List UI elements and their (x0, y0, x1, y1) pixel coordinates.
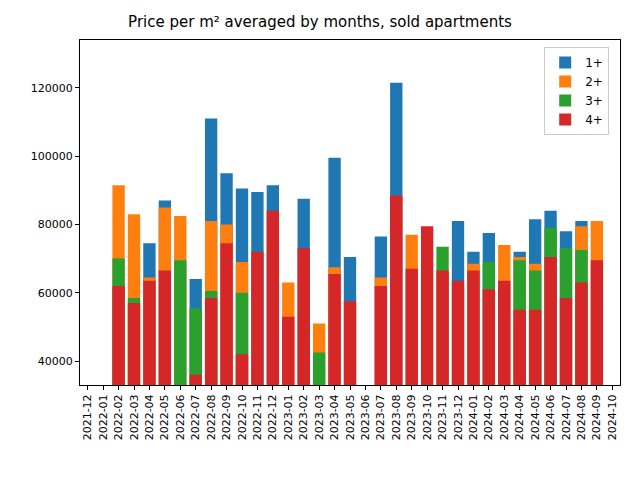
svg-text:40000: 40000 (38, 355, 73, 368)
svg-text:2024-01: 2024-01 (467, 394, 480, 440)
svg-text:Price per m² averaged by month: Price per m² averaged by months, sold ap… (128, 13, 512, 31)
svg-text:2023-04: 2023-04 (328, 394, 341, 440)
svg-text:2024-04: 2024-04 (513, 394, 526, 440)
svg-text:100000: 100000 (31, 150, 73, 163)
svg-text:2022-12: 2022-12 (266, 394, 279, 440)
svg-text:3+: 3+ (585, 94, 603, 108)
svg-text:2024-07: 2024-07 (560, 394, 573, 440)
svg-text:2022-01: 2022-01 (97, 394, 110, 440)
svg-text:2023-08: 2023-08 (390, 394, 403, 440)
svg-text:2022-04: 2022-04 (143, 394, 156, 440)
svg-text:80000: 80000 (38, 218, 73, 231)
svg-text:2024-02: 2024-02 (482, 394, 495, 440)
svg-text:2024-05: 2024-05 (529, 394, 542, 440)
svg-text:4+: 4+ (585, 113, 603, 127)
svg-text:2024-09: 2024-09 (590, 394, 603, 440)
svg-text:2024-03: 2024-03 (498, 394, 511, 440)
svg-text:2023-09: 2023-09 (405, 394, 418, 440)
svg-text:2024-06: 2024-06 (544, 394, 557, 440)
svg-text:2024-10: 2024-10 (606, 394, 619, 440)
svg-text:2023-11: 2023-11 (436, 394, 449, 440)
svg-text:120000: 120000 (31, 82, 73, 95)
svg-text:2023-02: 2023-02 (297, 394, 310, 440)
svg-text:2023-07: 2023-07 (374, 394, 387, 440)
svg-text:2022-11: 2022-11 (251, 394, 264, 440)
svg-text:2024-08: 2024-08 (575, 394, 588, 440)
svg-text:2022-09: 2022-09 (220, 394, 233, 440)
svg-text:2+: 2+ (585, 75, 603, 89)
svg-text:2022-10: 2022-10 (236, 394, 249, 440)
svg-text:2023-01: 2023-01 (282, 394, 295, 440)
svg-text:2022-05: 2022-05 (158, 394, 171, 440)
svg-text:2022-08: 2022-08 (205, 394, 218, 440)
svg-text:2023-12: 2023-12 (452, 394, 465, 440)
svg-text:2021-12: 2021-12 (81, 394, 94, 440)
svg-text:60000: 60000 (38, 287, 73, 300)
svg-text:1+: 1+ (585, 56, 603, 70)
svg-text:2022-03: 2022-03 (128, 394, 141, 440)
svg-text:2023-10: 2023-10 (421, 394, 434, 440)
svg-text:2022-02: 2022-02 (112, 394, 125, 440)
svg-text:2022-07: 2022-07 (189, 394, 202, 440)
svg-text:2023-05: 2023-05 (344, 394, 357, 440)
svg-text:2023-03: 2023-03 (313, 394, 326, 440)
svg-text:2023-06: 2023-06 (359, 394, 372, 440)
svg-text:2022-06: 2022-06 (174, 394, 187, 440)
